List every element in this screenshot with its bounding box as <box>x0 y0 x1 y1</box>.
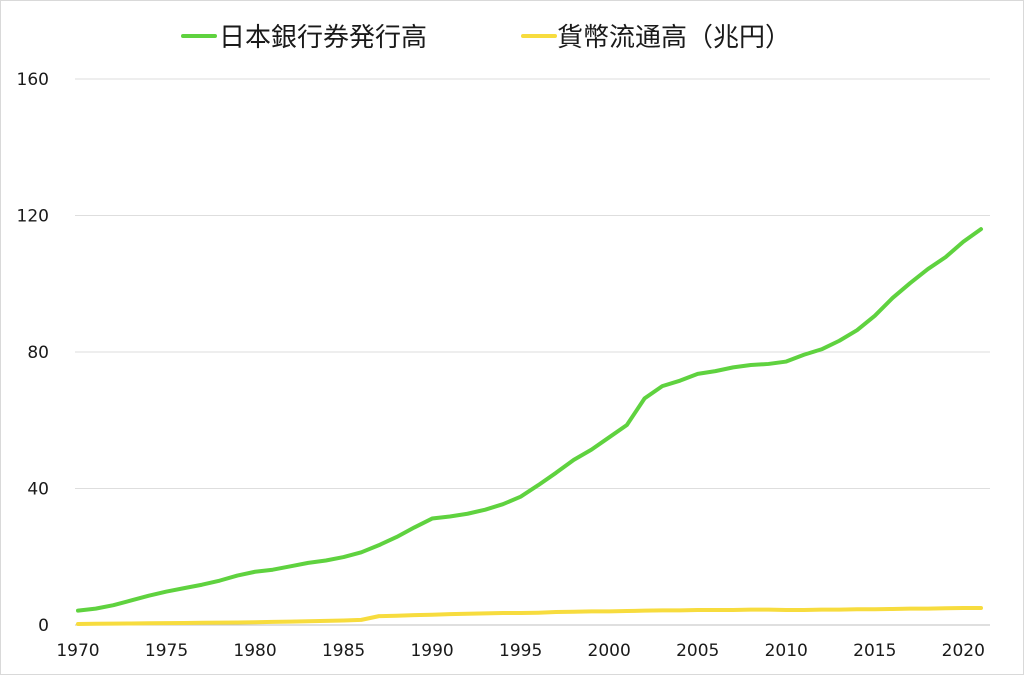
x-tick-label-2015: 2015 <box>853 641 896 661</box>
legend-label-0: 日本銀行券発行高 <box>219 23 427 53</box>
x-axis-ticks: 1970 1975 1980 1985 1990 1995 2000 2005 2010 2015… <box>56 641 985 661</box>
legend: 日本銀行券発行高 貨幣流通高（兆円） <box>181 23 791 53</box>
x-tick-label-2020: 2020 <box>942 641 985 661</box>
series-line-0 <box>76 227 983 613</box>
x-tick-label-2000: 2000 <box>588 641 631 661</box>
y-tick-label-120: 120 <box>17 207 49 227</box>
y-tick-label-0: 0 <box>38 616 49 636</box>
x-tick-label-1975: 1975 <box>145 641 188 661</box>
grid-lines <box>75 78 990 626</box>
x-tick-label-1995: 1995 <box>499 641 542 661</box>
x-tick-label-1970: 1970 <box>56 641 99 661</box>
series-line-1 <box>76 605 983 626</box>
y-tick-label-80: 80 <box>27 343 49 363</box>
y-axis-ticks: 0 40 80 120 160 <box>17 70 49 636</box>
x-tick-label-1990: 1990 <box>410 641 453 661</box>
series-lines <box>76 227 983 626</box>
x-tick-label-2010: 2010 <box>765 641 808 661</box>
legend-label-1: 貨幣流通高（兆円） <box>557 23 791 53</box>
y-tick-label-160: 160 <box>17 70 49 90</box>
x-tick-label-2005: 2005 <box>676 641 719 661</box>
x-tick-label-1980: 1980 <box>233 641 276 661</box>
y-tick-label-40: 40 <box>27 480 49 500</box>
x-tick-label-1985: 1985 <box>322 641 365 661</box>
